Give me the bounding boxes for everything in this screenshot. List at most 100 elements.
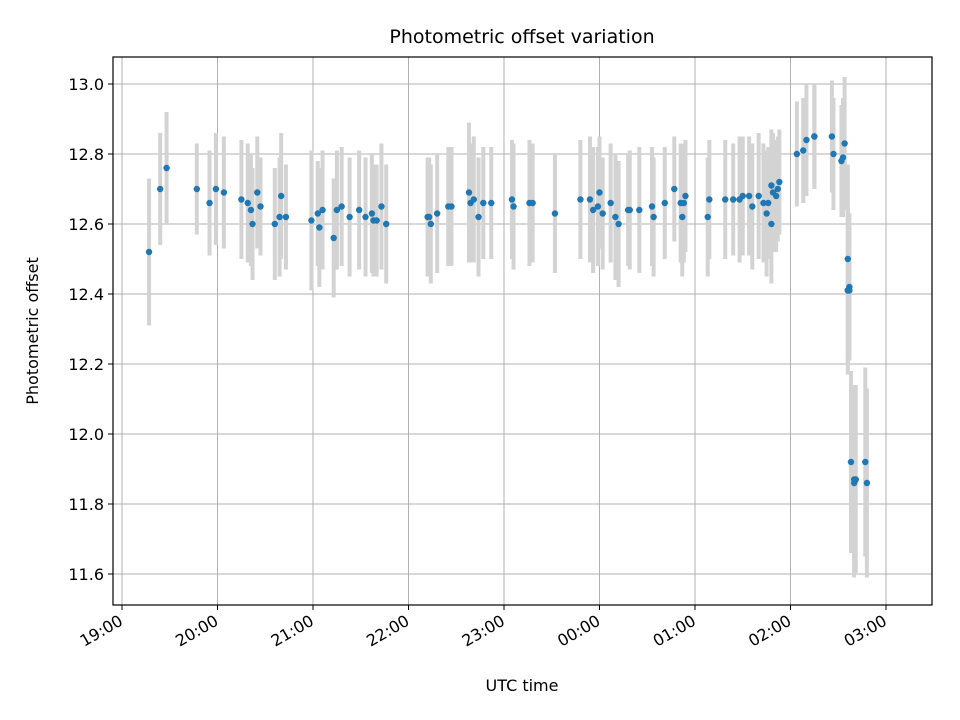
data-point (338, 203, 345, 210)
data-point (847, 458, 855, 466)
data-point (277, 192, 285, 200)
data-point (846, 287, 853, 294)
plot-frame (112, 56, 933, 606)
data-point (465, 189, 473, 196)
data-point (551, 210, 559, 217)
data-point (373, 217, 380, 224)
data-point (763, 210, 770, 217)
data-point (475, 213, 482, 221)
data-point (811, 133, 818, 140)
chart-title: Photometric offset variation (389, 26, 654, 48)
y-tick-label: 13.0 (68, 75, 104, 94)
y-axis-label: Photometric offset (23, 257, 42, 405)
data-point (852, 476, 859, 483)
data-point (249, 220, 256, 228)
data-point (774, 185, 781, 193)
data-point (704, 213, 711, 221)
data-point (254, 189, 261, 196)
data-point (760, 199, 767, 207)
data-point (577, 196, 584, 203)
data-point (841, 140, 848, 147)
data-point (803, 136, 810, 144)
data-point (671, 185, 678, 193)
data-point (745, 192, 753, 200)
data-point (863, 479, 871, 487)
data-point (793, 150, 801, 158)
y-tick-label: 12.8 (68, 145, 104, 164)
data-point (206, 199, 213, 207)
data-point (238, 196, 245, 203)
data-point (749, 203, 756, 210)
data-point (800, 147, 807, 154)
data-point (596, 189, 603, 196)
data-point (282, 213, 290, 221)
data-point (362, 213, 369, 221)
data-point (839, 154, 847, 161)
data-point (346, 213, 353, 221)
grid (113, 57, 932, 605)
data-point (308, 217, 315, 224)
data-point (433, 210, 441, 217)
data-point (247, 206, 255, 214)
data-point (844, 255, 851, 263)
data-point (319, 206, 326, 214)
data-point (529, 199, 536, 207)
data-point (648, 203, 656, 210)
y-tick-label: 12.6 (68, 215, 104, 234)
data-point (765, 199, 772, 207)
data-point (768, 182, 775, 189)
data-point (383, 220, 390, 228)
y-tick-label: 12.2 (68, 355, 104, 374)
data-point (636, 206, 643, 214)
data-point (271, 220, 278, 228)
data-point (739, 192, 746, 200)
data-point (510, 203, 517, 210)
data-point (145, 248, 153, 256)
data-point (650, 213, 657, 221)
y-tick-label: 12.0 (68, 425, 104, 444)
y-tick-label: 11.8 (68, 495, 104, 514)
data-point (333, 206, 341, 214)
data-points (145, 133, 871, 487)
data-point (368, 210, 376, 217)
data-point (508, 196, 516, 203)
data-point (470, 196, 477, 203)
data-point (427, 220, 434, 228)
data-point (257, 203, 264, 210)
data-point (830, 150, 837, 158)
data-point (682, 192, 689, 200)
data-point (220, 189, 228, 196)
data-point (776, 178, 783, 186)
data-point (612, 213, 619, 221)
data-point (355, 206, 363, 214)
data-point (768, 220, 775, 228)
data-point (661, 199, 668, 207)
data-point (330, 234, 337, 242)
data-point (679, 213, 686, 221)
data-point (626, 206, 633, 214)
data-point (316, 224, 323, 231)
data-point (680, 199, 688, 207)
data-point (276, 213, 283, 221)
data-point (425, 213, 433, 221)
data-point (589, 206, 597, 214)
data-point (488, 199, 495, 207)
data-point (706, 196, 713, 203)
data-point (163, 164, 170, 172)
y-axis: 11.6 11.8 12.0 12.2 12.4 12.6 12.8 13.0 (68, 75, 113, 584)
data-point (722, 196, 729, 203)
data-point (828, 133, 836, 140)
x-axis-label: UTC time (486, 676, 559, 695)
y-tick-label: 12.4 (68, 285, 104, 304)
data-point (772, 192, 780, 200)
data-point (378, 203, 385, 210)
data-point (480, 199, 487, 207)
data-point (448, 203, 455, 210)
data-point (755, 192, 762, 200)
data-point (615, 220, 622, 228)
data-point (314, 210, 321, 217)
data-point (157, 185, 164, 193)
data-point (599, 210, 606, 217)
